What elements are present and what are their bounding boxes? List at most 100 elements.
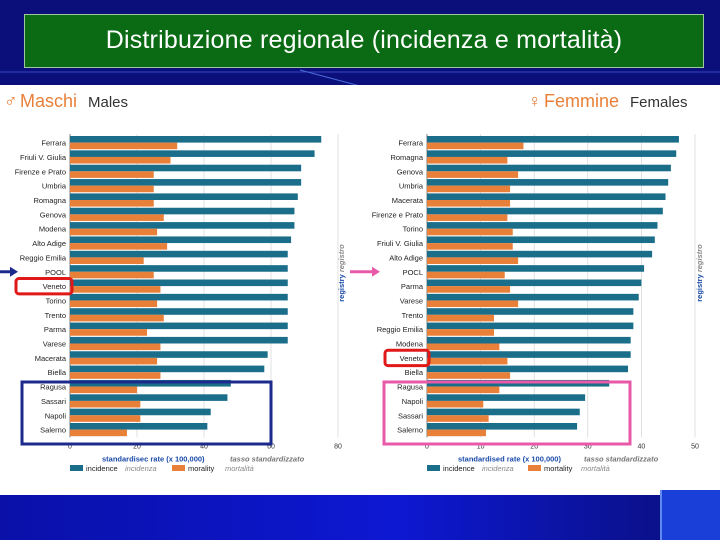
females-category-label: Varese [400, 296, 423, 305]
females-incidence-bar [427, 394, 586, 401]
males-legend-mortality-italian: mortalità [225, 464, 254, 473]
females-category-label: Friuli V. Giulia [377, 239, 424, 248]
males-legend-incidence-italian: incidenza [125, 464, 157, 473]
males-header-english: Males [88, 94, 128, 111]
females-incidence-bar [427, 293, 639, 301]
males-category-label: POOL [45, 268, 66, 277]
males-category-label: Trento [45, 311, 66, 320]
males-category-label: Alto Adige [32, 239, 66, 248]
males-mortality-bar [70, 300, 158, 308]
females-mortality-bar [427, 185, 511, 193]
males-incidence-bar [70, 293, 288, 301]
males-incidence-bar [70, 250, 288, 258]
females-xlabel: standardised rate (x 100,000) [458, 454, 561, 463]
females-incidence-bar [427, 250, 653, 258]
corner-square-decoration [660, 490, 720, 540]
females-mortality-bar [427, 386, 500, 394]
females-legend-mortality-swatch [528, 465, 541, 471]
females-mortality-bar [427, 400, 484, 408]
females-legend-incidence-label: incidence [443, 464, 475, 473]
females-mortality-bar [427, 300, 519, 308]
females-category-label: Ferrara [398, 139, 423, 148]
males-mortality-bar [70, 243, 168, 250]
males-mortality-bar [70, 156, 171, 164]
males-category-label: Torino [46, 296, 66, 305]
females-category-label: Macerata [392, 196, 424, 205]
males-incidence-bar [70, 236, 292, 244]
females-mortality-bar [427, 415, 489, 422]
males-incidence-bar [70, 322, 288, 330]
females-mortality-bar [427, 286, 511, 293]
females-mortality-bar [427, 257, 519, 264]
females-incidence-bar [427, 222, 658, 229]
females-category-label: Veneto [400, 354, 423, 363]
males-incidence-bar [70, 423, 208, 430]
males-mortality-bar [70, 429, 127, 437]
females-category-label: Firenze e Prato [372, 210, 423, 219]
males-category-label: Modena [39, 225, 67, 234]
females-category-label: Trento [402, 311, 423, 320]
males-mortality-bar [70, 386, 137, 394]
males-mortality-bar [70, 185, 154, 193]
males-incidence-bar [70, 179, 302, 186]
females-mortality-bar [427, 314, 494, 322]
males-category-label: Veneto [43, 282, 66, 291]
females-xtick-label: 40 [638, 443, 646, 450]
females-header-italian: Femmine [544, 91, 619, 111]
females-incidence-bar [427, 265, 645, 272]
males-category-label: Varese [43, 340, 66, 349]
females-incidence-bar [427, 207, 663, 215]
females-incidence-bar [427, 351, 631, 358]
males-mortality-bar [70, 400, 141, 408]
males-mortality-bar [70, 314, 164, 322]
females-incidence-bar [427, 236, 655, 244]
males-incidence-bar [70, 164, 302, 172]
males-incidence-bar [70, 308, 288, 315]
males-mortality-bar [70, 228, 158, 236]
females-incidence-bar [427, 179, 669, 186]
males-xtick-label: 20 [133, 443, 141, 450]
males-region-marker [14, 277, 74, 296]
females-legend-incidence-italian: incidenza [482, 464, 514, 473]
females-category-label: Modena [396, 340, 424, 349]
males-xtick-label: 80 [334, 443, 342, 450]
males-mortality-bar [70, 142, 178, 150]
slide-title-box: Distribuzione regionale (incidenza e mor… [24, 14, 704, 68]
males-category-label: Salerno [40, 426, 66, 435]
males-legend-mortality-swatch [172, 465, 185, 471]
females-header-english: Females [630, 94, 688, 111]
females-legend-mortality-label: mortality [544, 464, 573, 473]
females-xlabel-italian: tasso standardizzato [584, 454, 659, 463]
males-xtick-label: 0 [68, 443, 72, 450]
females-bottom-rows-highlight-box [382, 380, 632, 446]
females-category-label: Ragusa [397, 383, 424, 392]
males-mortality-bar [70, 343, 161, 351]
females-mortality-bar [427, 200, 511, 207]
females-mortality-bar [427, 271, 505, 279]
females-incidence-bar [427, 322, 634, 330]
females-incidence-bar [427, 150, 677, 157]
females-pointer-arrow-head [372, 266, 380, 277]
females-category-label: Parma [401, 282, 424, 291]
males-category-label: Biella [48, 368, 67, 377]
males-incidence-bar [70, 222, 295, 229]
males-mortality-bar [70, 271, 154, 279]
males-incidence-bar [70, 351, 268, 358]
males-category-label: Napoli [45, 411, 67, 420]
females-incidence-bar [427, 336, 631, 344]
females-xtick-label: 10 [477, 443, 485, 450]
females-mortality-bar [427, 142, 524, 150]
females-mortality-bar [427, 156, 508, 164]
males-incidence-bar [70, 265, 288, 272]
females-mortality-bar [427, 171, 519, 178]
females-xtick-label: 30 [584, 443, 592, 450]
females-category-label: Sassari [398, 411, 423, 420]
males-side-label: registry registro [337, 244, 346, 302]
males-xlabel: standardisec rate (x 100,000) [102, 454, 205, 463]
males-mortality-bar [70, 200, 154, 207]
males-legend-mortality-label: morality [188, 464, 215, 473]
females-incidence-bar [427, 136, 679, 143]
females-category-label: Napoli [402, 397, 424, 406]
females-region-marker [383, 348, 431, 368]
